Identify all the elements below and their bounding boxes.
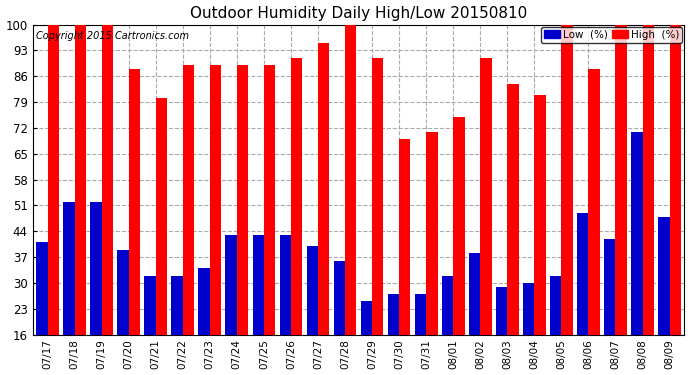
Bar bbox=[604, 239, 615, 335]
Bar bbox=[507, 84, 519, 335]
Bar bbox=[90, 202, 101, 335]
Bar bbox=[480, 58, 491, 335]
Bar bbox=[658, 216, 669, 335]
Bar bbox=[226, 235, 237, 335]
Bar bbox=[318, 43, 329, 335]
Bar bbox=[550, 276, 562, 335]
Bar bbox=[415, 294, 426, 335]
Bar bbox=[128, 69, 140, 335]
Bar bbox=[48, 24, 59, 335]
Bar bbox=[156, 98, 167, 335]
Bar bbox=[237, 65, 248, 335]
Bar bbox=[372, 58, 384, 335]
Bar bbox=[453, 117, 464, 335]
Bar bbox=[577, 213, 589, 335]
Bar bbox=[36, 242, 48, 335]
Bar bbox=[615, 24, 627, 335]
Title: Outdoor Humidity Daily High/Low 20150810: Outdoor Humidity Daily High/Low 20150810 bbox=[190, 6, 527, 21]
Bar bbox=[334, 261, 345, 335]
Bar bbox=[631, 132, 642, 335]
Bar bbox=[589, 69, 600, 335]
Bar bbox=[642, 24, 654, 335]
Bar bbox=[101, 24, 113, 335]
Bar bbox=[562, 24, 573, 335]
Bar bbox=[210, 65, 221, 335]
Bar bbox=[144, 276, 156, 335]
Bar bbox=[442, 276, 453, 335]
Bar bbox=[345, 24, 357, 335]
Bar bbox=[253, 235, 264, 335]
Bar bbox=[469, 254, 480, 335]
Bar bbox=[361, 302, 372, 335]
Bar bbox=[279, 235, 291, 335]
Bar bbox=[496, 287, 507, 335]
Bar bbox=[171, 276, 183, 335]
Bar bbox=[523, 283, 534, 335]
Bar bbox=[534, 94, 546, 335]
Legend: Low  (%), High  (%): Low (%), High (%) bbox=[541, 27, 682, 43]
Bar bbox=[306, 246, 318, 335]
Bar bbox=[426, 132, 437, 335]
Bar bbox=[75, 24, 86, 335]
Bar bbox=[199, 268, 210, 335]
Bar bbox=[399, 139, 411, 335]
Bar bbox=[117, 250, 128, 335]
Bar bbox=[183, 65, 194, 335]
Bar bbox=[669, 24, 681, 335]
Bar bbox=[291, 58, 302, 335]
Bar bbox=[63, 202, 75, 335]
Bar bbox=[264, 65, 275, 335]
Bar bbox=[388, 294, 399, 335]
Text: Copyright 2015 Cartronics.com: Copyright 2015 Cartronics.com bbox=[36, 31, 189, 41]
